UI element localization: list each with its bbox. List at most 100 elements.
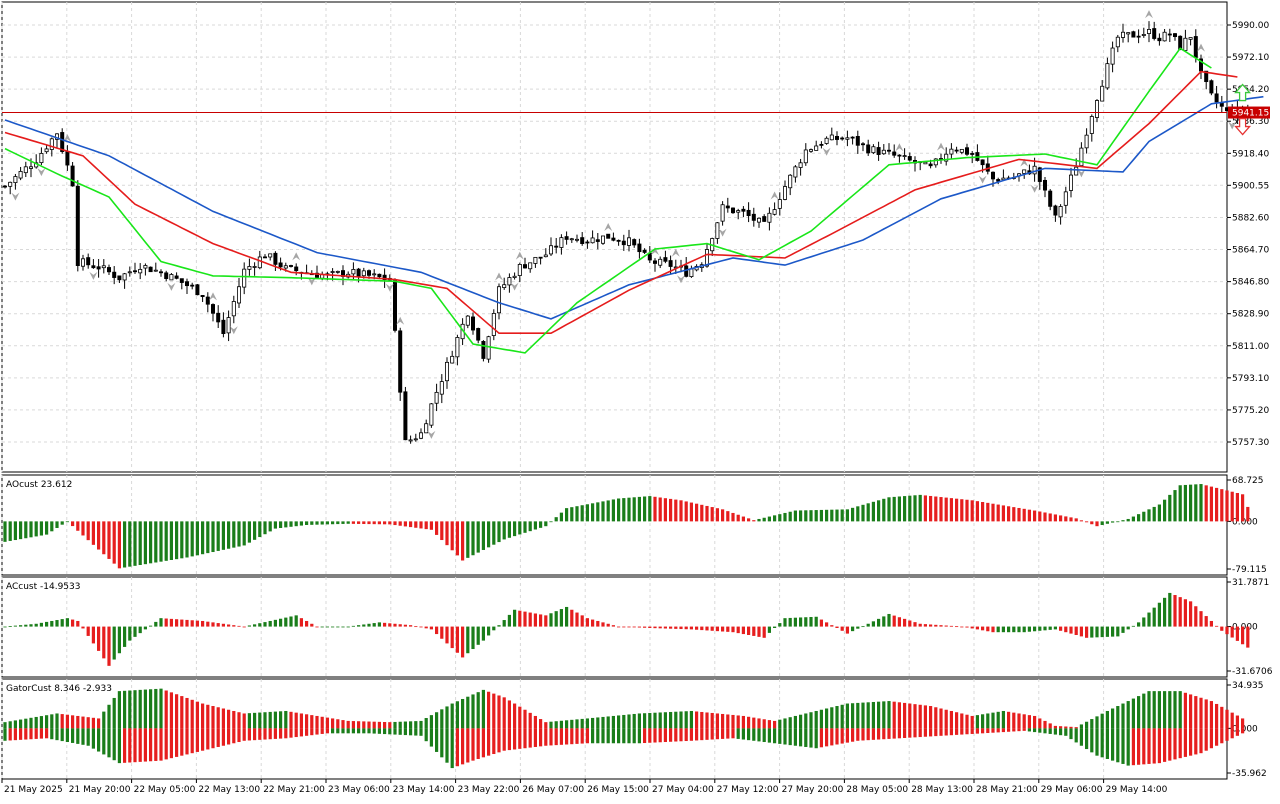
gatorcust-histogram-bar [76, 715, 80, 729]
accust-histogram-bar [377, 622, 381, 627]
gatorcust-histogram-bar [331, 718, 335, 729]
gatorcust-histogram-bar [814, 710, 818, 729]
gatorcust-histogram-bar [955, 728, 959, 735]
fractal-up-marker [770, 191, 779, 200]
gatorcust-histogram-bar [887, 728, 891, 739]
candle-body [39, 153, 44, 164]
candle-body [668, 260, 673, 267]
accust-histogram-bar [575, 612, 579, 627]
accust-histogram-bar [294, 615, 298, 627]
aocust-histogram-bar [253, 521, 257, 540]
gatorcust-histogram-bar [513, 703, 517, 729]
accust-histogram-bar [45, 621, 49, 627]
aocust-histogram-bar [918, 494, 922, 522]
candle-body [611, 237, 616, 241]
candle-body [861, 143, 866, 146]
accust-histogram-bar [856, 626, 860, 629]
candle-body [247, 266, 252, 270]
gatorcust-histogram-bar [934, 728, 938, 737]
accust-histogram-bar [637, 626, 641, 628]
gatorcust-histogram-bar [611, 715, 615, 729]
gatorcust-histogram-bar [71, 715, 75, 729]
candle-body [158, 271, 163, 274]
candle-body [382, 274, 387, 281]
x-tick-label: 23 May 22:00 [458, 785, 520, 795]
candle-body [221, 319, 226, 334]
aocust-histogram-bar [981, 502, 985, 522]
candle-body [242, 268, 247, 288]
accust-histogram-bar [565, 606, 569, 627]
gatorcust-histogram-bar [481, 728, 485, 758]
aocust-histogram-bar [554, 517, 558, 522]
aocust-histogram-bar [55, 521, 59, 528]
candle-body [980, 159, 985, 166]
aocust-histogram-bar [1064, 516, 1068, 522]
candle-body [538, 256, 543, 259]
accust-histogram-bar [357, 625, 361, 627]
gatorcust-histogram-bar [866, 728, 870, 741]
gatorcust-histogram-bar [138, 728, 142, 762]
gatorcust-histogram-bar [632, 728, 636, 744]
aocust-histogram-bar [674, 499, 678, 522]
gatorcust-histogram-bar [450, 703, 454, 729]
aocust-histogram-bar [1230, 491, 1234, 522]
gatorcust-histogram-bar [455, 701, 459, 729]
accust-histogram-bar [580, 615, 584, 627]
aocust-histogram-bar [263, 521, 267, 535]
aocust-histogram-bar [1199, 484, 1203, 522]
gatorcust-histogram-bar [1069, 726, 1073, 729]
accust-histogram-bar [1033, 626, 1037, 632]
gatorcust-histogram-bar [357, 728, 361, 734]
accust-histogram-bar [861, 626, 865, 628]
gatorcust-histogram-bar [1230, 712, 1234, 729]
y-tick-label: 5846.80 [1232, 278, 1269, 288]
gatorcust-histogram-bar [705, 728, 709, 740]
accust-histogram-bar [159, 618, 163, 627]
gatorcust-histogram-bar [1194, 696, 1198, 729]
gatorcust-histogram-bar [299, 728, 303, 737]
accust-histogram-bar [279, 618, 283, 627]
gatorcust-histogram-bar [736, 728, 740, 739]
aocust-histogram-bar [1241, 494, 1245, 522]
accust-histogram-bar [767, 626, 771, 633]
gatorcust-histogram-bar [211, 706, 215, 729]
gatorcust-histogram-bar [29, 717, 33, 729]
aocust-histogram-bar [357, 521, 361, 524]
aocust-histogram-bar [216, 521, 220, 551]
gatorcust-histogram-bar [960, 713, 964, 729]
gatorcust-histogram-bar [1100, 713, 1104, 729]
accust-histogram-bar [653, 626, 657, 629]
candle-body [1058, 206, 1063, 218]
gatorcust-histogram-bar [715, 713, 719, 729]
accust-histogram-bar [674, 626, 678, 629]
aocust-histogram-bar [1079, 520, 1083, 522]
alligator-jaw-line [4, 95, 1264, 320]
gatorcust-histogram-bar [528, 728, 532, 748]
candle-body [559, 237, 564, 248]
gatorcust-histogram-bar [1022, 728, 1026, 731]
accust-histogram-bar [975, 626, 979, 630]
accust-histogram-bar [793, 617, 797, 627]
aocust-histogram-bar [960, 499, 964, 522]
gatorcust-histogram-bar [367, 721, 371, 729]
gatorcust-y-tick-label: 34.935 [1232, 681, 1264, 691]
aocust-histogram-bar [695, 503, 699, 522]
accust-histogram-bar [227, 624, 231, 627]
candle-body [689, 268, 694, 278]
accust-histogram-bar [263, 622, 267, 627]
accust-histogram-bar [1064, 626, 1068, 633]
gatorcust-histogram-bar [435, 712, 439, 729]
gatorcust-histogram-bar [565, 728, 569, 745]
gatorcust-histogram-bar [1199, 697, 1203, 729]
gatorcust-histogram-bar [679, 728, 683, 742]
gatorcust-histogram-bar [1142, 728, 1146, 765]
gatorcust-histogram-bar [658, 712, 662, 729]
candle-body [252, 266, 257, 268]
candle-body [767, 212, 772, 223]
accust-histogram-bar [1048, 626, 1052, 630]
gatorcust-histogram-bar [1038, 728, 1042, 733]
gatorcust-histogram-bar [804, 713, 808, 729]
accust-histogram-bar [663, 626, 667, 629]
